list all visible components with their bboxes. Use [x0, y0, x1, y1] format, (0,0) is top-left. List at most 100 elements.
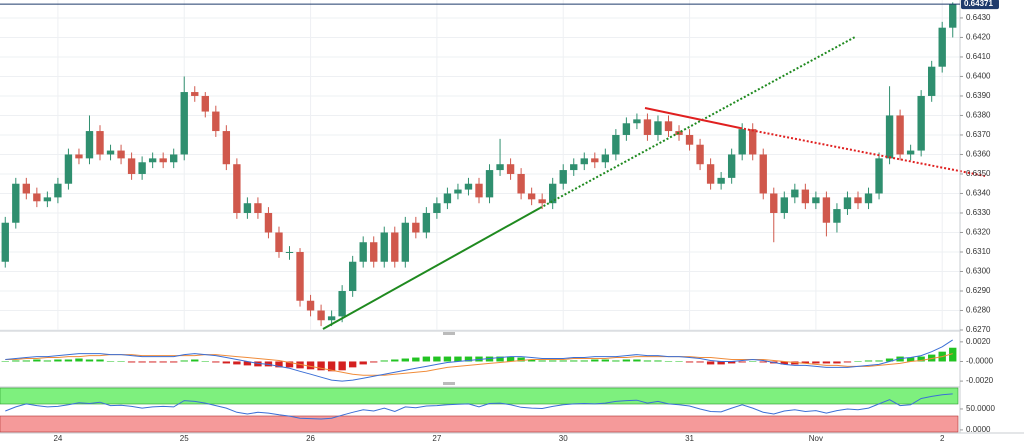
macd-histogram-bar — [517, 357, 525, 362]
macd-histogram-bar — [780, 361, 788, 365]
overbought-band — [0, 387, 959, 405]
macd-histogram-bar — [233, 361, 241, 365]
candle-body — [580, 158, 588, 165]
macd-line — [5, 339, 953, 382]
macd-histogram-bar — [64, 359, 73, 362]
x-tick-label: 31 — [685, 434, 694, 443]
candle-body — [885, 115, 894, 159]
macd-histogram-bar — [749, 361, 757, 362]
macd-histogram-bar — [12, 360, 20, 362]
macd-histogram-bar — [496, 356, 504, 362]
candle-body — [275, 232, 283, 252]
candle-body — [75, 154, 83, 159]
macd-histogram-bar — [191, 359, 199, 362]
candle-body — [591, 158, 599, 163]
y-tick-label: 0.0000 — [966, 425, 991, 434]
candle-body — [749, 129, 757, 155]
candle-body — [201, 95, 209, 112]
candle-body — [506, 164, 515, 174]
macd-histogram-bar — [464, 356, 473, 362]
candle-body — [801, 189, 810, 204]
candle-body — [464, 183, 473, 190]
candle-body — [443, 193, 452, 204]
x-tick-label: 30 — [559, 434, 568, 443]
macd-histogram-bar — [212, 361, 220, 363]
y-tick-label: 0.6270 — [966, 325, 991, 334]
macd-histogram-bar — [654, 360, 662, 362]
candle-body — [601, 154, 610, 163]
macd-histogram-bar — [906, 357, 915, 362]
y-tick-label: 0.6280 — [966, 306, 991, 315]
macd-histogram-bar — [612, 360, 620, 362]
macd-histogram-bar — [75, 358, 83, 362]
oversold-band — [0, 415, 959, 433]
macd-histogram-bar — [633, 359, 641, 362]
grid — [0, 0, 960, 331]
y-tick-label: 0.6380 — [966, 111, 991, 120]
candle-body — [843, 197, 852, 210]
macd-histogram-bar — [443, 356, 452, 362]
x-tick-label: 2 — [940, 434, 945, 443]
macd-histogram-bar — [285, 361, 294, 368]
macd-histogram-bar — [549, 360, 557, 362]
candle-body — [127, 158, 136, 174]
macd-histogram-bar — [643, 360, 652, 362]
candle-body — [875, 158, 883, 194]
macd-histogram-bar — [275, 361, 283, 368]
candle-body — [738, 129, 746, 155]
macd-histogram-bar — [327, 361, 336, 372]
y-tick-label: 0.6320 — [966, 228, 991, 237]
macd-histogram-bar — [201, 361, 209, 362]
candle-body — [159, 158, 167, 163]
last-price-label: 0.64371 — [964, 0, 993, 8]
y-tick-label: 0.6360 — [966, 150, 991, 159]
x-tick-label: 27 — [432, 434, 441, 443]
y-tick-label: -0.0020 — [966, 376, 994, 385]
macd-histogram-bar — [380, 360, 388, 362]
candle-body — [622, 123, 631, 135]
candle-body — [685, 134, 694, 145]
support-trendline — [322, 207, 541, 330]
macd-histogram-bar — [538, 360, 546, 362]
macd-histogram-bar — [170, 361, 178, 363]
x-tick-label: 26 — [306, 434, 315, 443]
macd-histogram-bar — [727, 361, 736, 364]
candle-body — [327, 316, 336, 321]
macd-histogram-bar — [338, 361, 346, 371]
macd-histogram-bar — [117, 361, 125, 362]
candle-body — [706, 164, 715, 184]
candle-body — [496, 164, 504, 171]
candle-body — [759, 154, 767, 194]
candle-body — [559, 170, 567, 184]
candle-body — [422, 212, 431, 233]
candle-body — [1, 222, 9, 262]
candle-body — [654, 121, 662, 135]
y-tick-label: 0.6420 — [966, 33, 991, 42]
candle-body — [812, 197, 820, 204]
candle-body — [64, 154, 73, 184]
macd-histogram-bar — [485, 356, 494, 362]
macd-histogram-bar — [949, 347, 957, 362]
macd-histogram-bar — [243, 361, 252, 366]
candle-body — [612, 134, 620, 155]
macd-histogram-bar — [801, 361, 810, 364]
macd-histogram-bar — [370, 361, 378, 363]
candle-body — [854, 197, 862, 204]
macd-histogram-bar — [864, 360, 873, 362]
macd-histogram-bar — [843, 361, 852, 363]
macd-histogram-bar — [717, 361, 725, 365]
macd-histogram-bar — [812, 361, 820, 364]
candle-body — [538, 199, 546, 204]
macd-histogram-bar — [822, 361, 831, 364]
macd-histogram-bar — [96, 359, 104, 362]
y-tick-label: 0.6400 — [966, 72, 991, 81]
candle-body — [348, 261, 357, 291]
macd-histogram-bar — [401, 358, 409, 362]
candle-body — [170, 154, 178, 163]
x-tick-label: Nov — [809, 434, 823, 443]
candle-body — [12, 183, 20, 223]
candle-body — [391, 232, 399, 262]
candle-body — [949, 4, 957, 28]
macd-histogram-bar — [917, 356, 925, 362]
